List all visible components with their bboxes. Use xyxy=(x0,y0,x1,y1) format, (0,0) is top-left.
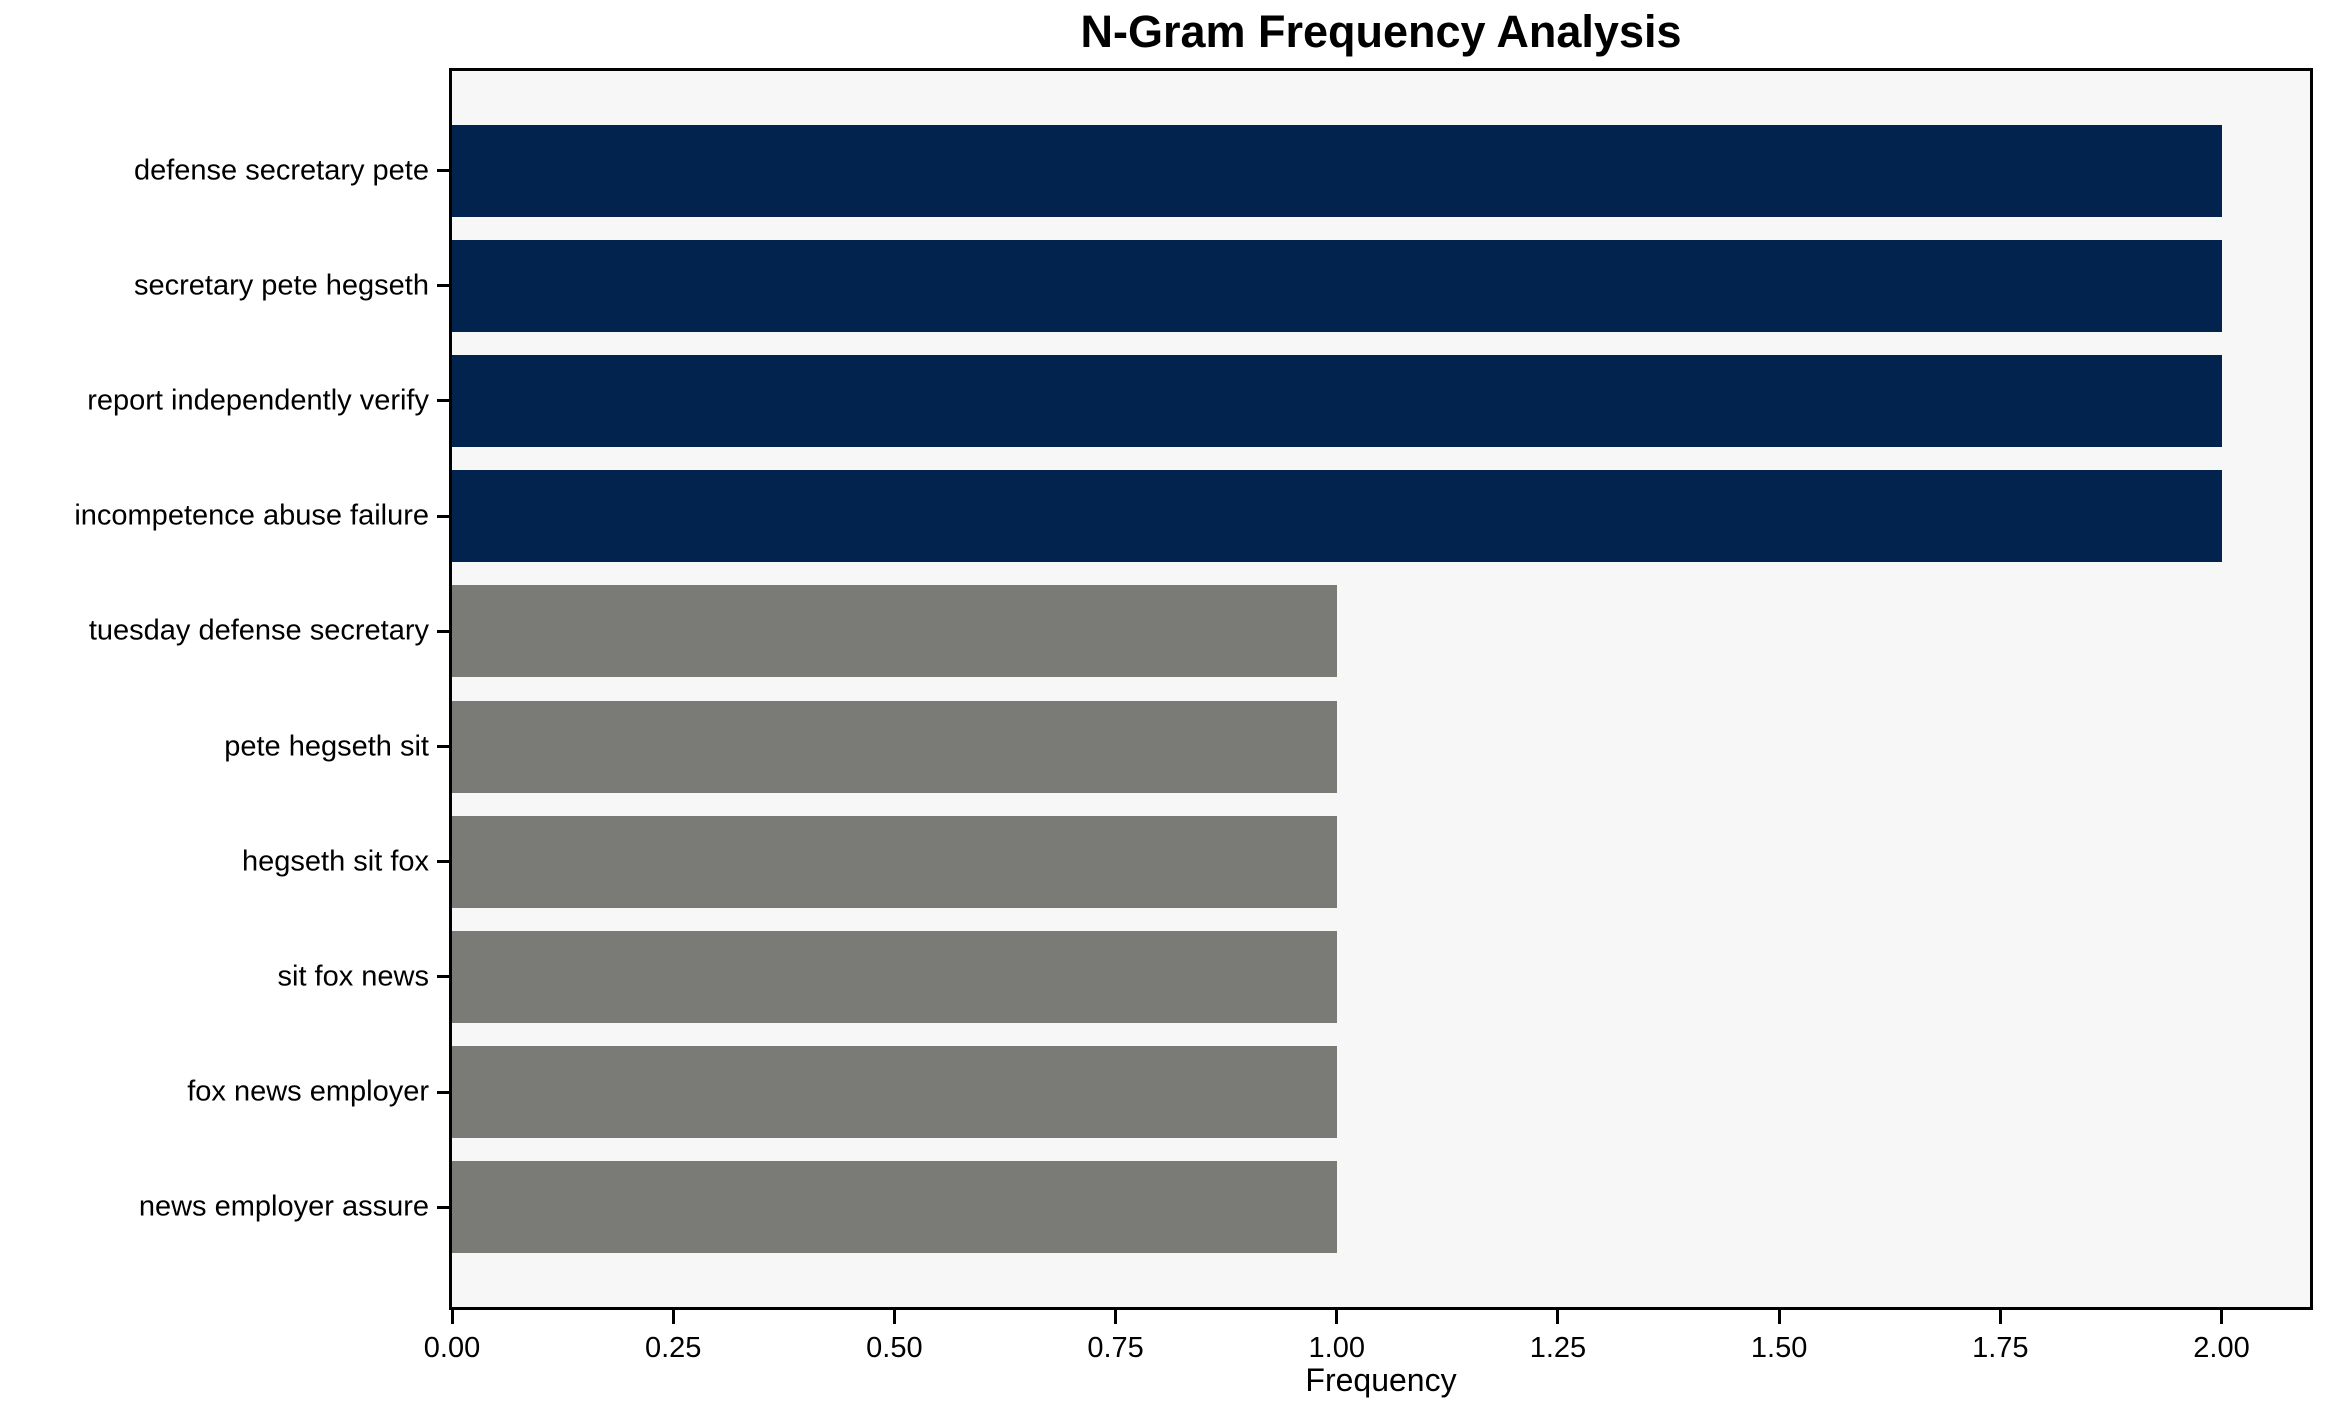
bar xyxy=(452,470,2222,563)
bar xyxy=(452,815,1337,908)
x-axis-label: Frequency xyxy=(1305,1362,1457,1398)
bar xyxy=(452,1161,1337,1254)
x-tick-label: 0.00 xyxy=(423,1332,481,1364)
x-tick-label: 1.75 xyxy=(1972,1332,2029,1364)
y-tick-label: news employer assure xyxy=(138,1190,429,1223)
bar xyxy=(452,700,1337,793)
y-tick-mark xyxy=(437,1205,449,1209)
y-tick-mark xyxy=(437,975,449,979)
x-tick-mark xyxy=(1556,1310,1560,1324)
x-tick-mark xyxy=(450,1310,454,1324)
y-tick-mark xyxy=(437,1090,449,1094)
y-tick-label: pete hegseth sit xyxy=(224,730,429,762)
x-tick-mark xyxy=(1335,1310,1339,1324)
x-tick-label: 0.25 xyxy=(644,1332,702,1364)
chart-title: N-Gram Frequency Analysis xyxy=(1080,6,1682,57)
x-tick-label: 1.00 xyxy=(1308,1332,1365,1364)
y-tick-label: hegseth sit fox xyxy=(242,845,429,878)
y-tick-mark xyxy=(437,629,449,633)
y-tick-mark xyxy=(437,399,449,403)
x-tick-mark xyxy=(892,1310,896,1324)
y-tick-mark xyxy=(437,745,449,748)
bar xyxy=(452,930,1337,1023)
y-tick-label: fox news employer xyxy=(187,1075,429,1108)
bar xyxy=(452,354,2222,447)
bar xyxy=(452,585,1337,678)
y-tick-label: defense secretary pete xyxy=(133,154,429,186)
y-tick-label: secretary pete hegseth xyxy=(133,269,429,302)
y-tick-label: report independently verify xyxy=(87,384,429,417)
x-tick-label: 1.25 xyxy=(1529,1332,1587,1364)
x-tick-mark xyxy=(1998,1310,2002,1324)
x-tick-label: 1.50 xyxy=(1750,1332,1808,1364)
y-tick-label: incompetence abuse failure xyxy=(74,499,429,532)
y-tick-mark xyxy=(437,169,449,172)
x-tick-mark xyxy=(1777,1310,1781,1324)
y-tick-mark xyxy=(437,514,449,518)
plot-area xyxy=(449,68,2313,1310)
y-tick-mark xyxy=(437,284,449,288)
x-tick-mark xyxy=(1114,1310,1118,1324)
x-tick-label: 2.00 xyxy=(2193,1332,2250,1364)
bar xyxy=(452,1046,1337,1139)
x-tick-label: 0.50 xyxy=(866,1332,923,1364)
y-tick-label: sit fox news xyxy=(277,960,430,993)
y-tick-label: tuesday defense secretary xyxy=(88,614,429,647)
y-tick-mark xyxy=(437,860,449,864)
x-tick-mark xyxy=(2220,1310,2224,1324)
x-tick-mark xyxy=(671,1310,675,1324)
bar xyxy=(452,239,2222,332)
bar xyxy=(452,124,2222,217)
x-tick-label: 0.75 xyxy=(1087,1332,1144,1364)
